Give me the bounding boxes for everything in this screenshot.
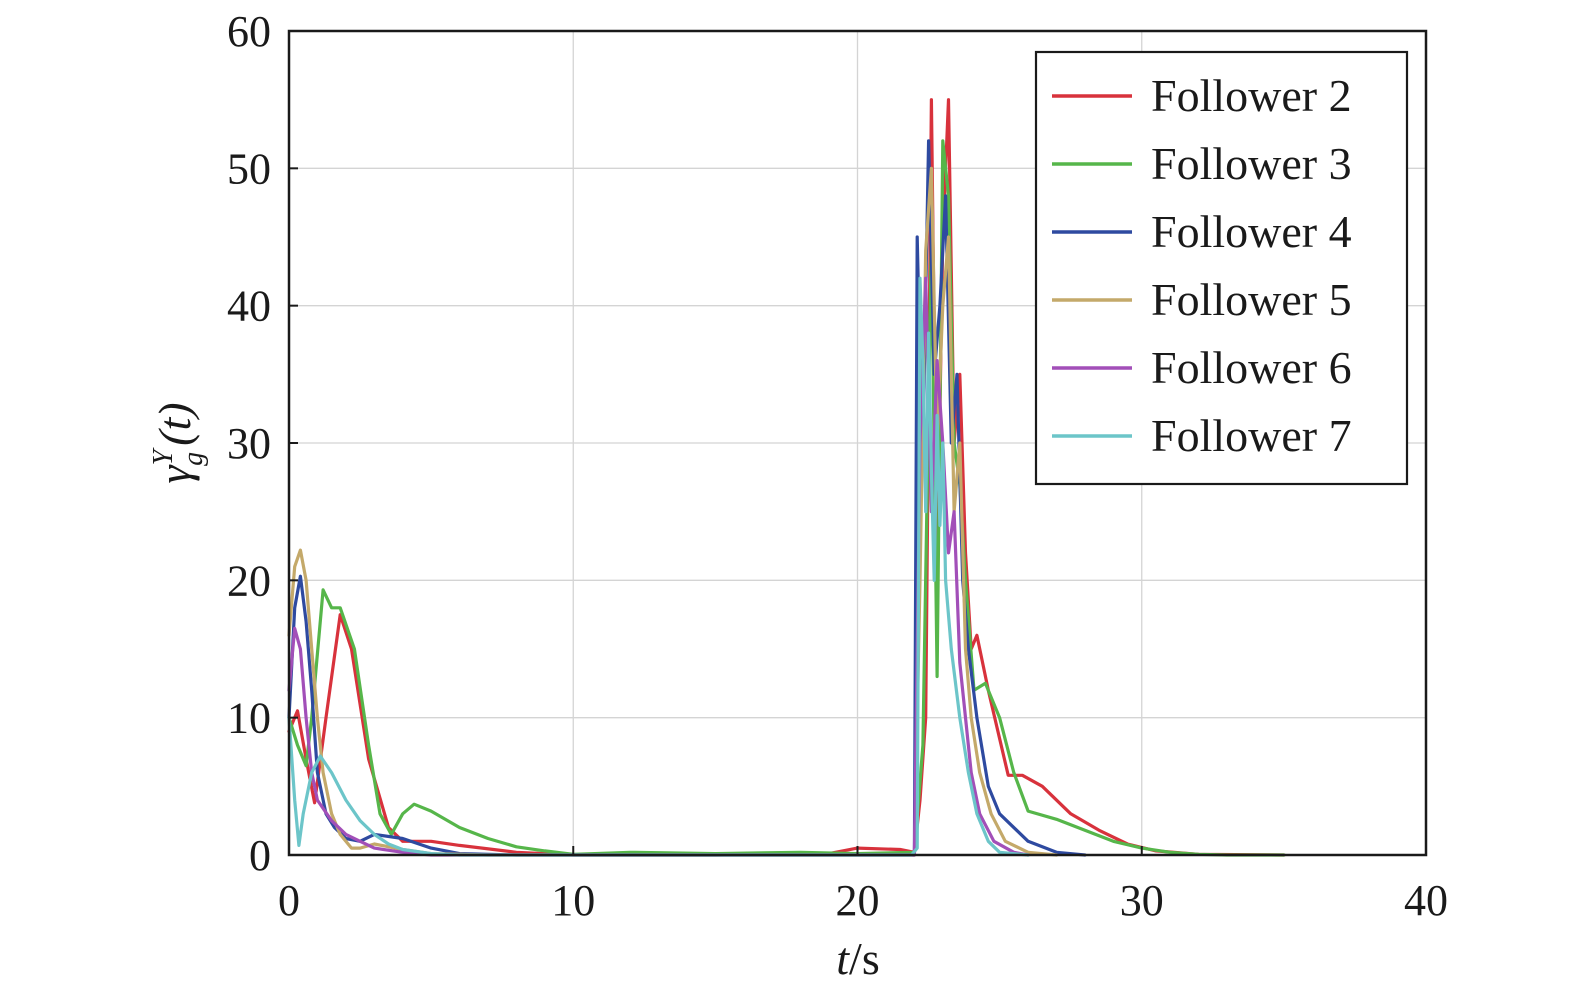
legend-box (1034, 50, 1409, 486)
y-axis-label-sup: Y (148, 446, 179, 465)
x-tick-label: 0 (278, 876, 300, 925)
x-axis-label-var: t (836, 933, 850, 984)
legend-label-follower-4: Follower 4 (1151, 206, 1352, 257)
legend-label-follower-3: Follower 3 (1151, 138, 1352, 189)
y-tick-label: 20 (227, 556, 271, 605)
y-axis-label-arg: (t) (149, 402, 200, 445)
legend-label-follower-6: Follower 6 (1151, 342, 1352, 393)
x-tick-labels: 0 10 20 30 40 (278, 846, 1448, 925)
y-tick-label: 10 (227, 694, 271, 743)
y-tick-label: 0 (249, 831, 271, 880)
y-tick-label: 60 (227, 7, 271, 56)
x-tick-label: 40 (1404, 876, 1448, 925)
y-axis-label-symbol: γ (149, 464, 200, 484)
legend: Follower 2 Follower 3 Follower 4 Follower 5… (1034, 50, 1409, 486)
x-tick-label: 20 (836, 876, 880, 925)
y-axis-label-sub: g (178, 452, 209, 466)
y-tick-labels: 0 10 20 30 40 50 60 (227, 7, 298, 880)
series-group (287, 98, 1286, 857)
x-axis-label-unit: /s (849, 933, 880, 984)
x-tick-label: 10 (551, 876, 595, 925)
x-axis-label: t/s (836, 933, 879, 984)
series-line-follower-4 (287, 139, 1087, 857)
legend-label-follower-7: Follower 7 (1151, 410, 1352, 461)
series-line-follower-7 (287, 276, 1030, 857)
y-tick-label: 30 (227, 419, 271, 468)
y-tick-label: 50 (227, 144, 271, 193)
legend-label-follower-2: Follower 2 (1151, 70, 1352, 121)
x-tick-label: 30 (1120, 876, 1164, 925)
y-axis-label: γYg (t) (148, 402, 209, 483)
legend-label-follower-5: Follower 5 (1151, 274, 1352, 325)
y-axis-label-group: γYg (t) (148, 402, 209, 483)
y-tick-label: 40 (227, 282, 271, 331)
